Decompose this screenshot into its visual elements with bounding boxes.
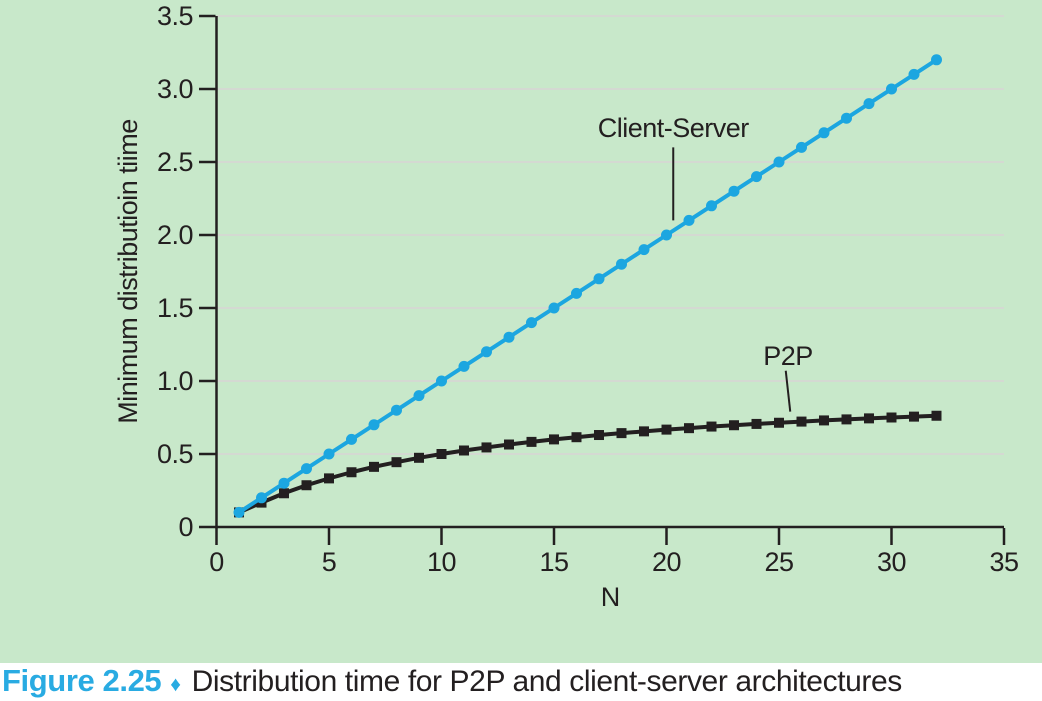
client-server-marker xyxy=(751,171,762,183)
client-server-marker xyxy=(481,346,492,358)
client-server-marker xyxy=(931,54,942,66)
y-tick-label: 0.5 xyxy=(157,439,193,469)
client-server-marker xyxy=(233,506,245,518)
y-tick-label: 2.0 xyxy=(157,220,193,250)
y-tick-label: 3.5 xyxy=(157,1,193,31)
client-server-marker xyxy=(278,477,290,489)
p2p-marker xyxy=(819,415,829,426)
p2p-marker xyxy=(594,430,604,441)
client-server-marker xyxy=(908,68,920,80)
y-tick-label: 3.0 xyxy=(157,74,193,104)
client-server-marker xyxy=(458,360,470,372)
figure-caption: Figure 2.25 ♦ Distribution time for P2P … xyxy=(0,663,1042,701)
client-server-marker xyxy=(503,331,515,343)
p2p-marker xyxy=(571,432,582,443)
client-server-marker xyxy=(571,287,582,299)
p2p-marker xyxy=(346,467,357,478)
p2p-marker xyxy=(324,473,334,484)
client-server-marker xyxy=(301,463,312,475)
p2p-label-leader-line xyxy=(784,370,792,412)
x-tick-label: 10 xyxy=(427,547,456,577)
p2p-marker xyxy=(301,480,312,491)
p2p-marker xyxy=(909,411,919,422)
client-server-marker xyxy=(391,404,402,416)
chart-canvas: 0 0.5 1.0 1.5 2.0 2.5 3.0 3.5 0 5 10 15 20 25 30 35 N Min… xyxy=(0,0,1042,663)
client-server-marker xyxy=(368,419,380,431)
client-server-marker xyxy=(593,273,605,285)
client-server-marker xyxy=(796,141,807,153)
p2p-marker xyxy=(931,410,942,421)
x-tick-label: 20 xyxy=(652,547,681,577)
client-server-marker xyxy=(818,127,830,139)
p2p-marker xyxy=(639,426,649,437)
p2p-marker xyxy=(684,423,694,434)
x-tick-label: 25 xyxy=(764,547,793,577)
client-server-marker xyxy=(413,390,425,402)
y-tick-label: 2.5 xyxy=(157,147,193,177)
p2p-marker xyxy=(391,457,402,468)
client-server-label: Client-Server xyxy=(598,113,750,143)
x-tick-label: 0 xyxy=(209,547,224,577)
p2p-marker xyxy=(729,420,739,431)
client-server-series xyxy=(233,54,942,518)
client-server-marker xyxy=(773,156,785,168)
p2p-marker xyxy=(616,428,627,439)
p2p-marker xyxy=(796,416,807,427)
p2p-label: P2P xyxy=(763,341,813,371)
p2p-marker xyxy=(706,421,717,432)
x-axis-label: N xyxy=(601,582,620,612)
client-server-marker xyxy=(346,433,357,445)
y-tick-label: 0 xyxy=(178,512,193,542)
p2p-marker xyxy=(459,445,469,456)
p2p-marker xyxy=(774,417,784,428)
client-server-marker xyxy=(616,258,627,270)
p2p-marker xyxy=(369,461,379,472)
p2p-marker xyxy=(526,436,537,447)
client-server-marker xyxy=(683,214,695,226)
p2p-marker xyxy=(549,434,559,445)
p2p-marker xyxy=(481,442,492,453)
x-tick-label: 30 xyxy=(877,547,906,577)
client-server-marker xyxy=(526,317,537,329)
distribution-time-chart: 0 0.5 1.0 1.5 2.0 2.5 3.0 3.5 0 5 10 15 20 25 30 35 N Min… xyxy=(0,0,1042,663)
figure-caption-text: Distribution time for P2P and client-ser… xyxy=(191,665,903,698)
client-server-marker xyxy=(706,200,717,212)
figure-number: Figure 2.25 xyxy=(2,663,162,698)
client-server-marker xyxy=(436,375,447,387)
client-server-marker xyxy=(886,83,897,95)
client-server-marker xyxy=(323,448,335,460)
client-server-marker xyxy=(728,185,740,197)
x-tick-label: 5 xyxy=(322,547,337,577)
client-server-marker xyxy=(863,98,875,110)
p2p-marker xyxy=(751,418,762,429)
x-tick-label: 15 xyxy=(539,547,568,577)
client-server-marker xyxy=(256,492,267,504)
y-tick-label: 1.0 xyxy=(157,366,193,396)
client-server-marker xyxy=(638,244,650,256)
p2p-marker xyxy=(864,413,874,424)
client-server-marker xyxy=(841,112,852,124)
p2p-marker xyxy=(841,414,852,425)
p2p-marker xyxy=(504,439,514,450)
diamond-icon: ♦ xyxy=(170,673,181,696)
p2p-marker xyxy=(414,452,424,463)
y-tick-label: 1.5 xyxy=(157,293,193,323)
client-server-marker xyxy=(548,302,560,314)
p2p-marker xyxy=(886,412,897,423)
client-server-marker xyxy=(661,229,672,241)
p2p-marker xyxy=(279,488,289,499)
p2p-marker xyxy=(661,424,672,435)
x-tick-label: 35 xyxy=(989,547,1018,577)
y-axis-label: Minimum distributioin tiime xyxy=(113,119,143,424)
p2p-marker xyxy=(436,449,447,459)
